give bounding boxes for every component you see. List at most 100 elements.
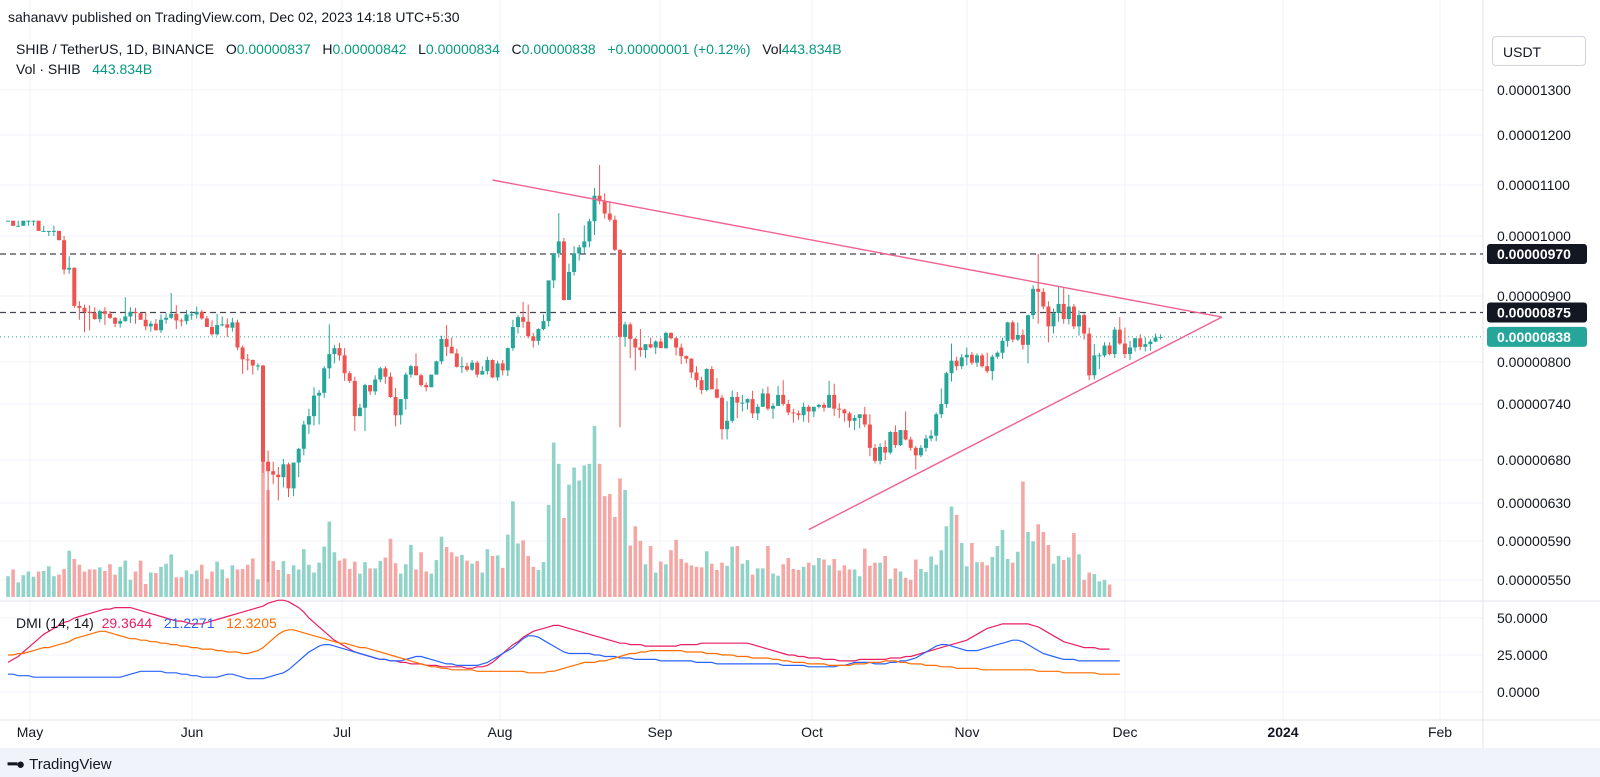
- candle-body: [954, 360, 959, 367]
- volume-bar: [103, 571, 107, 597]
- candle-body: [352, 380, 357, 417]
- volume-bar: [852, 569, 857, 597]
- dmi-legend[interactable]: DMI (14, 14) 29.3644 21.2271 12.3205: [16, 615, 277, 631]
- volume-bar: [1046, 545, 1051, 597]
- volume-bar: [256, 579, 260, 597]
- tradingview-logo[interactable]: ━● TradingView: [8, 755, 112, 773]
- volume-bar: [276, 569, 281, 597]
- candle-body: [541, 321, 546, 329]
- candle-body: [306, 416, 311, 425]
- candle-body: [113, 317, 118, 324]
- volume-bar: [781, 564, 785, 597]
- candle-body: [388, 376, 393, 397]
- candle-body: [439, 338, 444, 362]
- volume-bar: [77, 564, 82, 597]
- volume-bar: [179, 577, 184, 597]
- candle-body: [755, 406, 760, 414]
- candle-body: [648, 344, 653, 348]
- candle-body: [577, 247, 582, 254]
- volume-bar: [495, 555, 500, 597]
- symbol-title[interactable]: SHIB / TetherUS, 1D, BINANCE: [16, 41, 215, 57]
- volume-bar: [72, 559, 77, 597]
- candle-body: [26, 220, 31, 222]
- volume-bar: [210, 571, 214, 597]
- dmi-line-di: [7, 599, 1110, 669]
- candle-body: [444, 338, 449, 347]
- candle-body: [720, 397, 724, 430]
- candle-body: [363, 385, 367, 408]
- volume-bar: [164, 563, 168, 597]
- candle-body: [857, 414, 862, 418]
- time-tick-label: May: [17, 724, 43, 740]
- volume-bar: [189, 574, 194, 597]
- volume-bar: [970, 542, 974, 597]
- candle-body: [1107, 345, 1112, 355]
- candle-body: [582, 241, 587, 248]
- volume-bar: [1056, 555, 1061, 597]
- trendline-upper: [492, 179, 1222, 318]
- candle-body: [607, 213, 612, 220]
- candle-body: [1020, 334, 1025, 345]
- volume-bar: [296, 569, 301, 597]
- candle-body: [674, 338, 679, 348]
- candle-body: [383, 368, 388, 377]
- volume-bar: [41, 571, 46, 597]
- volume-bar: [597, 463, 602, 597]
- candle-body: [1117, 329, 1122, 344]
- volume-bar: [648, 546, 653, 597]
- candle-body: [837, 408, 842, 410]
- volume-bar: [62, 568, 66, 597]
- price-label-text: 0.00000838: [1497, 329, 1571, 345]
- volume-bar: [455, 556, 459, 597]
- volume-bar: [215, 561, 219, 597]
- volume-bar: [143, 584, 148, 597]
- volume-bar: [1087, 572, 1091, 597]
- volume-bars: [6, 425, 1112, 597]
- candle-body: [419, 375, 424, 386]
- candle-body: [867, 424, 872, 448]
- volume-bar: [1010, 562, 1015, 597]
- candle-body: [210, 327, 214, 335]
- candle-body: [184, 314, 189, 322]
- time-axis: May Jun Jul Aug Sep Oct Nov Dec 2024 Feb: [17, 724, 1453, 740]
- candle-body: [929, 435, 934, 439]
- candle-body: [1071, 306, 1076, 327]
- volume-bar: [516, 543, 520, 597]
- volume-bar: [562, 517, 566, 597]
- candle-body: [312, 395, 316, 417]
- volume-bar: [414, 569, 418, 597]
- volume-legend[interactable]: Vol · SHIB 443.834B: [16, 61, 152, 77]
- candle-body: [220, 324, 225, 326]
- ohlc-l-label: L: [418, 41, 426, 57]
- volume-bar: [863, 548, 867, 597]
- volume-bar: [857, 576, 862, 597]
- candle-body: [143, 319, 148, 327]
- volume-bar: [230, 565, 235, 597]
- candle-body: [745, 399, 750, 403]
- volume-bar: [812, 565, 816, 597]
- candle-body: [556, 241, 561, 254]
- volume-bar: [541, 562, 546, 597]
- volume-bar: [16, 582, 20, 597]
- candle-body: [1026, 315, 1030, 345]
- volume-bar: [1000, 529, 1005, 597]
- volume-bar: [873, 562, 877, 597]
- currency-button[interactable]: USDT: [1492, 36, 1586, 66]
- candle-body: [1082, 315, 1087, 334]
- volume-bar: [378, 561, 383, 597]
- volume-bar: [404, 564, 408, 597]
- volume-bar: [587, 463, 592, 597]
- candle-body: [454, 353, 459, 367]
- volume-bar: [332, 552, 337, 597]
- candle-body: [1051, 313, 1056, 327]
- volume-bar: [82, 571, 87, 597]
- trendline-lower: [808, 316, 1223, 531]
- volume-bar: [766, 546, 770, 597]
- volume-bar: [419, 552, 423, 597]
- publish-line: sahanavv published on TradingView.com, D…: [8, 9, 460, 25]
- volume-bar: [57, 574, 61, 597]
- candle-body: [138, 313, 143, 320]
- price-tick-label: 0.00000550: [1497, 572, 1571, 588]
- volume-bar: [735, 546, 740, 597]
- candle-body: [1143, 344, 1148, 347]
